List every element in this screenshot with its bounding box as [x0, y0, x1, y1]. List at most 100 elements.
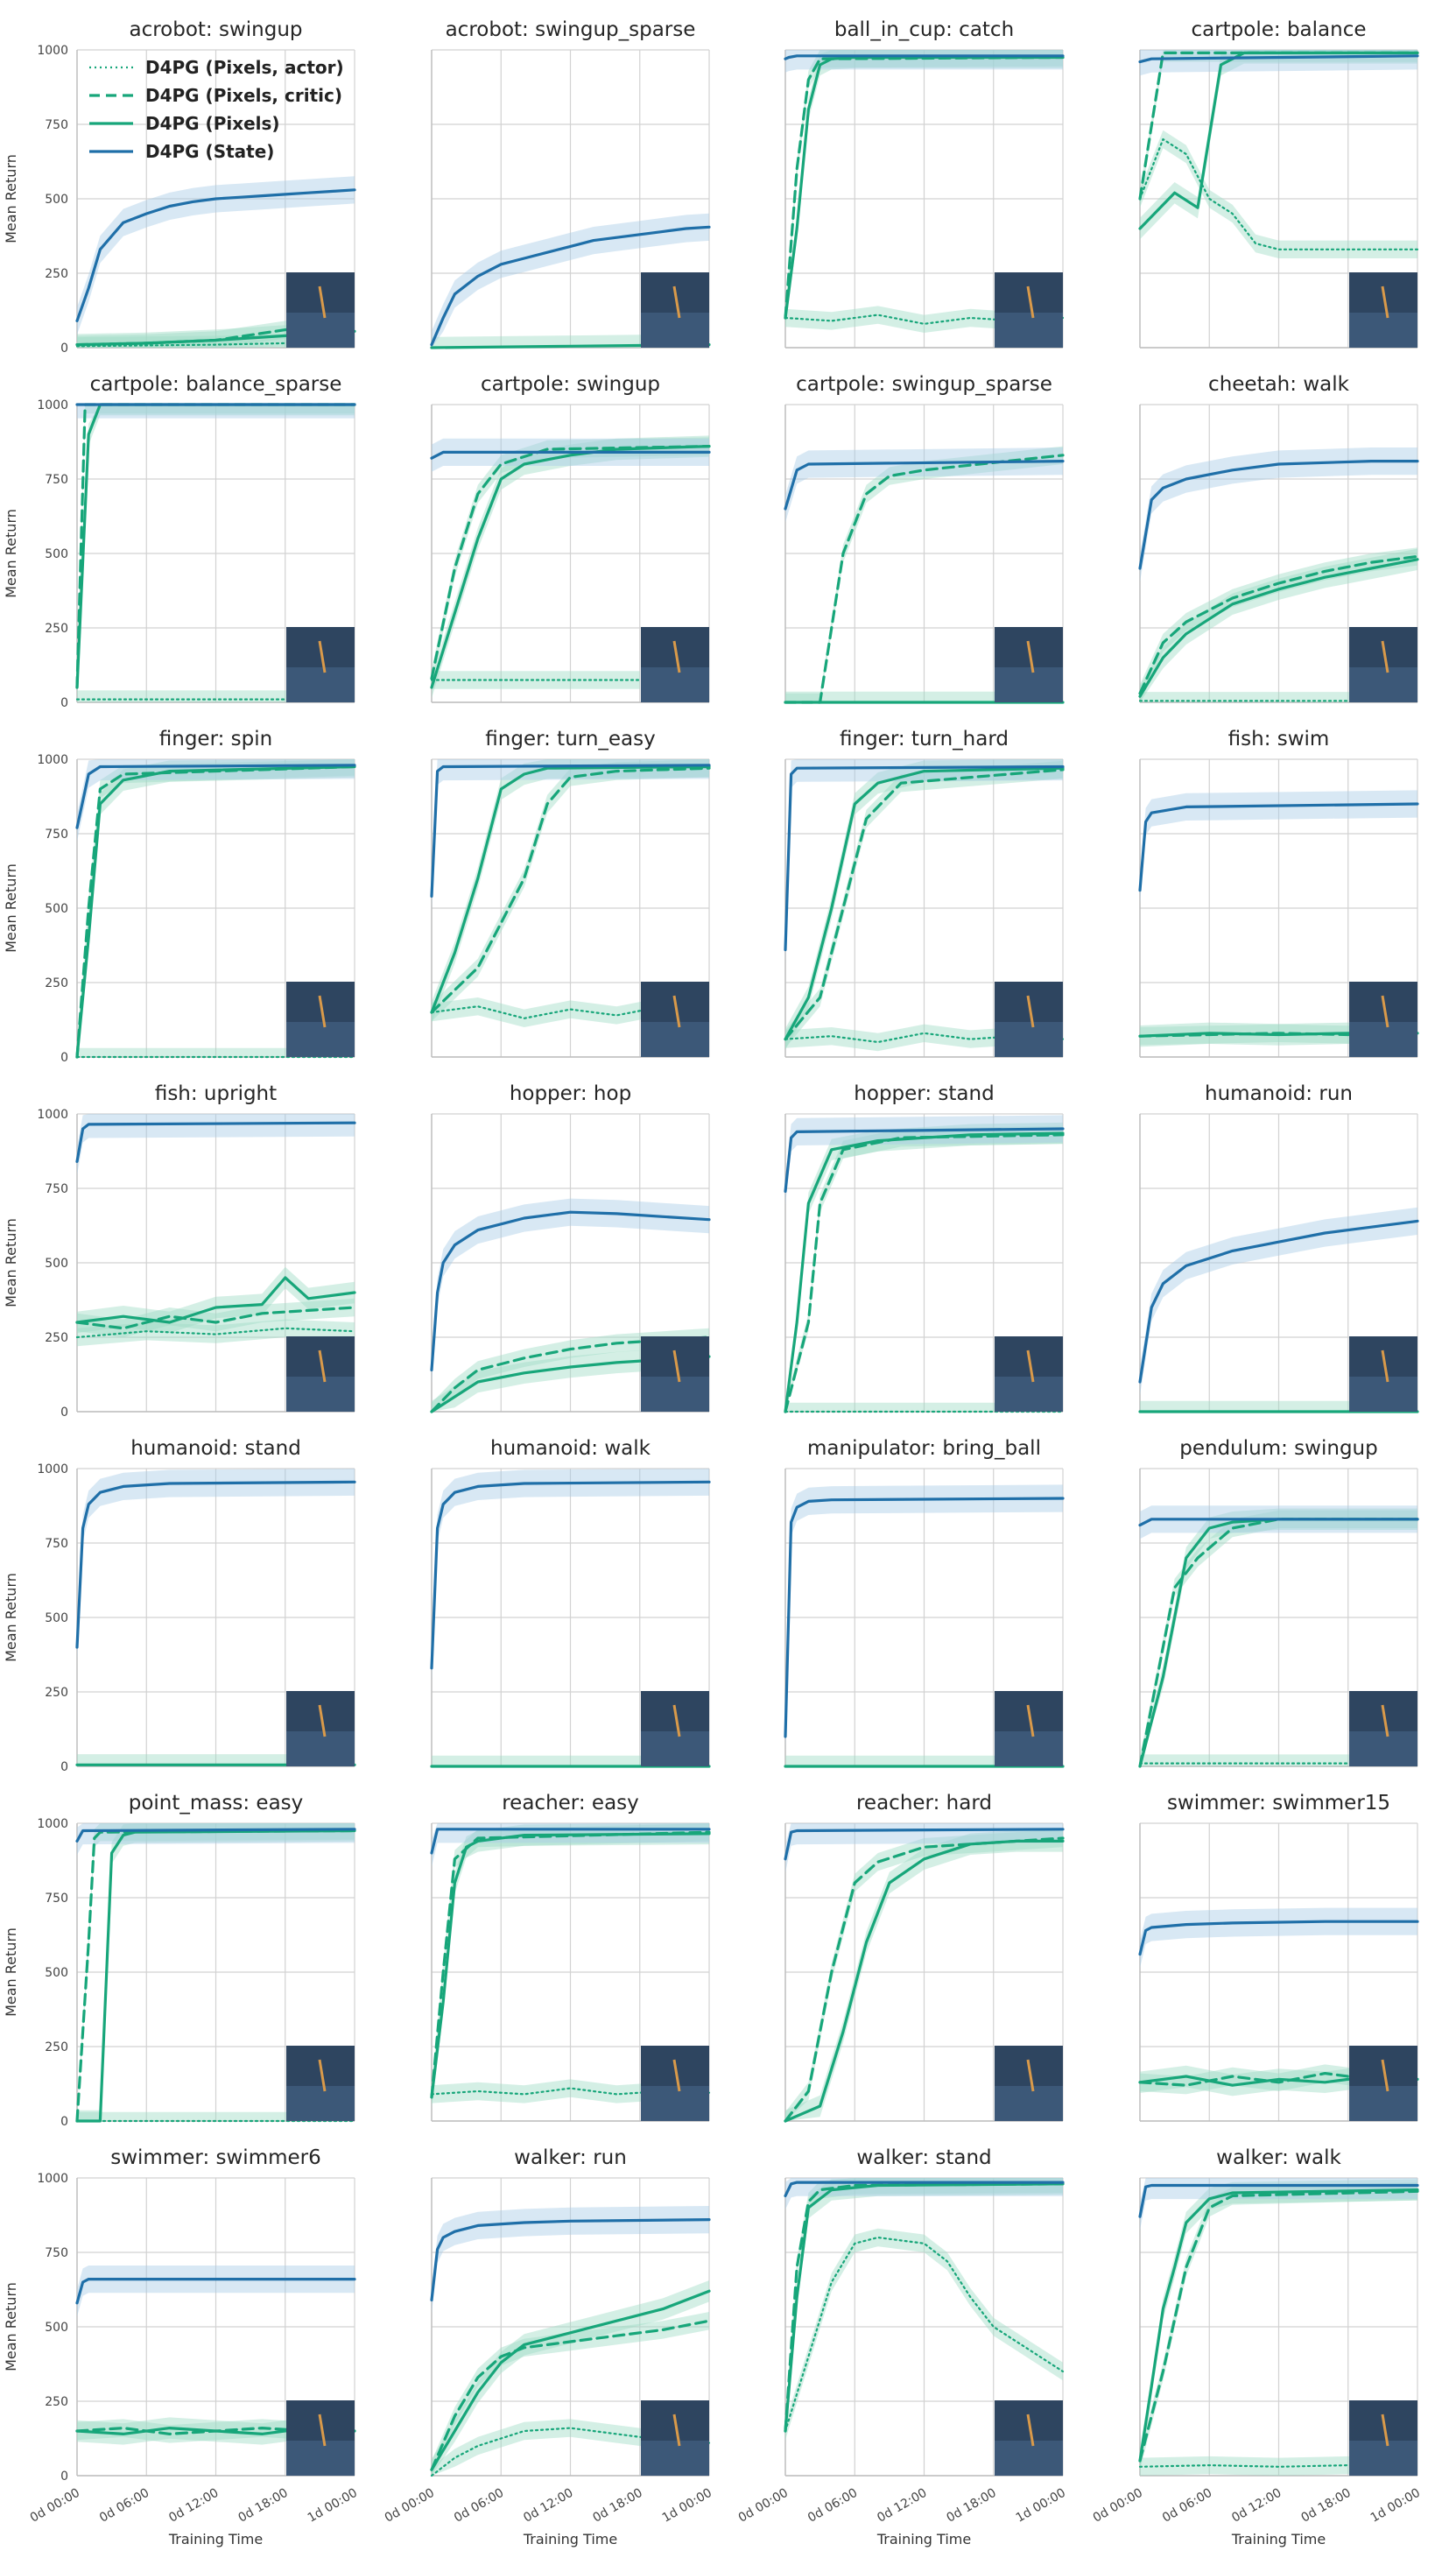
x-tick-label: 0d 00:00	[1091, 2486, 1145, 2526]
x-tick-label: 1d 00:00	[660, 2486, 714, 2526]
panel: swimmer: swimmer15	[1138, 1792, 1419, 2122]
y-axis-label: Mean Return	[3, 509, 19, 598]
confidence-band	[432, 2280, 709, 2476]
y-tick-label: 0	[60, 1406, 68, 1420]
series-line	[784, 1828, 1065, 1861]
y-tick-label: 0	[60, 1051, 68, 1065]
environment-thumbnail	[286, 1691, 355, 1766]
x-tick-label: 0d 12:00	[166, 2486, 221, 2526]
environment-thumbnail	[1349, 272, 1417, 348]
x-tick-label: 1d 00:00	[1014, 2486, 1068, 2526]
confidence-band	[785, 1484, 1063, 1751]
y-tick-label: 1000	[37, 753, 68, 767]
series-line	[75, 1480, 356, 1649]
panel-title: manipulator: bring_ball	[807, 1437, 1041, 1460]
confidence-band	[785, 1755, 1063, 1766]
thumbnail-agent	[318, 1349, 327, 1383]
x-axis-label: Training Time	[168, 2531, 263, 2547]
environment-thumbnail	[286, 2400, 355, 2476]
x-tick-label: 0d 18:00	[1299, 2486, 1354, 2526]
thumbnail-agent	[1381, 640, 1389, 673]
x-tick-label: 0d 18:00	[591, 2486, 645, 2526]
thumbnail-floor	[286, 667, 355, 702]
panel-title: cartpole: balance	[1191, 18, 1366, 41]
environment-thumbnail	[286, 982, 355, 1057]
confidence-band	[432, 2419, 709, 2476]
confidence-band	[1140, 1207, 1417, 1396]
environment-thumbnail	[995, 1691, 1063, 1766]
series-line	[784, 1131, 1065, 1413]
series-line	[75, 2278, 356, 2305]
series-line	[784, 768, 1065, 1041]
y-tick-label: 500	[45, 193, 68, 207]
y-tick-label: 750	[45, 1892, 68, 1906]
y-axis-label: Mean Return	[3, 863, 19, 953]
y-tick-label: 500	[45, 1966, 68, 1980]
panel: cartpole: swingup	[430, 373, 711, 703]
series-line	[430, 450, 711, 460]
environment-thumbnail	[641, 982, 709, 1057]
thumbnail-agent	[318, 285, 327, 319]
environment-thumbnail	[1349, 2400, 1417, 2476]
confidence-band	[432, 2312, 709, 2476]
series-line	[1138, 1032, 1419, 1038]
y-tick-label: 750	[45, 118, 68, 132]
series-line	[784, 2182, 1065, 2433]
panel-title: cheetah: walk	[1208, 373, 1350, 396]
panel: humanoid: walk	[430, 1437, 711, 1768]
confidence-band	[77, 321, 355, 348]
y-tick-label: 1000	[37, 398, 68, 412]
confidence-band	[785, 1115, 1063, 1205]
environment-thumbnail	[286, 272, 355, 348]
confidence-band	[785, 1402, 1063, 1412]
confidence-band	[1140, 447, 1417, 582]
thumbnail-floor	[286, 1377, 355, 1412]
thumbnail-agent	[1026, 2413, 1035, 2447]
thumbnail-floor	[995, 667, 1063, 702]
thumbnail-floor	[286, 1731, 355, 1766]
series-line	[1138, 2188, 1419, 2463]
thumbnail-floor	[1349, 2441, 1417, 2476]
environment-thumbnail	[1349, 982, 1417, 1057]
panel-title: hopper: stand	[854, 1082, 994, 1105]
x-tick-label: 0d 00:00	[736, 2486, 791, 2526]
environment-thumbnail	[1349, 627, 1417, 702]
series-line	[75, 188, 356, 322]
y-tick-label: 250	[45, 1686, 68, 1700]
series-line	[430, 2289, 711, 2471]
series-line	[430, 764, 711, 898]
y-tick-label: 750	[45, 2246, 68, 2260]
thumbnail-agent	[1026, 1349, 1035, 1383]
confidence-band	[77, 1114, 355, 1175]
series-line	[430, 445, 711, 680]
thumbnail-floor	[641, 313, 709, 348]
environment-thumbnail	[286, 1336, 355, 1412]
confidence-band	[77, 1266, 355, 1334]
thumbnail-floor	[1349, 2086, 1417, 2121]
panel: fish: swim	[1138, 728, 1419, 1058]
confidence-band	[432, 2206, 709, 2314]
thumbnail-agent	[1026, 1704, 1035, 1737]
series-line	[1138, 51, 1419, 230]
environment-thumbnail	[995, 627, 1063, 702]
y-tick-label: 750	[45, 1182, 68, 1196]
panel-title: finger: turn_hard	[840, 728, 1009, 750]
panel: 0 250 500 750 1000 Mean Return finger: spin	[3, 728, 356, 1065]
x-tick-label: 0d 12:00	[875, 2486, 929, 2526]
confidence-band	[77, 1469, 355, 1661]
thumbnail-floor	[1349, 1377, 1417, 1412]
y-tick-label: 500	[45, 1611, 68, 1625]
thumbnail-floor	[995, 2086, 1063, 2121]
series-line	[430, 445, 711, 689]
series-line	[75, 1276, 356, 1324]
legend-label: D4PG (Pixels, critic)	[145, 85, 342, 106]
x-axis-label: Training Time	[1231, 2531, 1326, 2547]
environment-thumbnail	[995, 2400, 1063, 2476]
panel: ball_in_cup: catch	[784, 18, 1065, 349]
panel: manipulator: bring_ball	[784, 1437, 1065, 1768]
confidence-band	[432, 213, 709, 348]
thumbnail-agent	[672, 1349, 681, 1383]
thumbnail-agent	[1381, 1349, 1389, 1383]
legend-label: D4PG (State)	[145, 141, 274, 162]
